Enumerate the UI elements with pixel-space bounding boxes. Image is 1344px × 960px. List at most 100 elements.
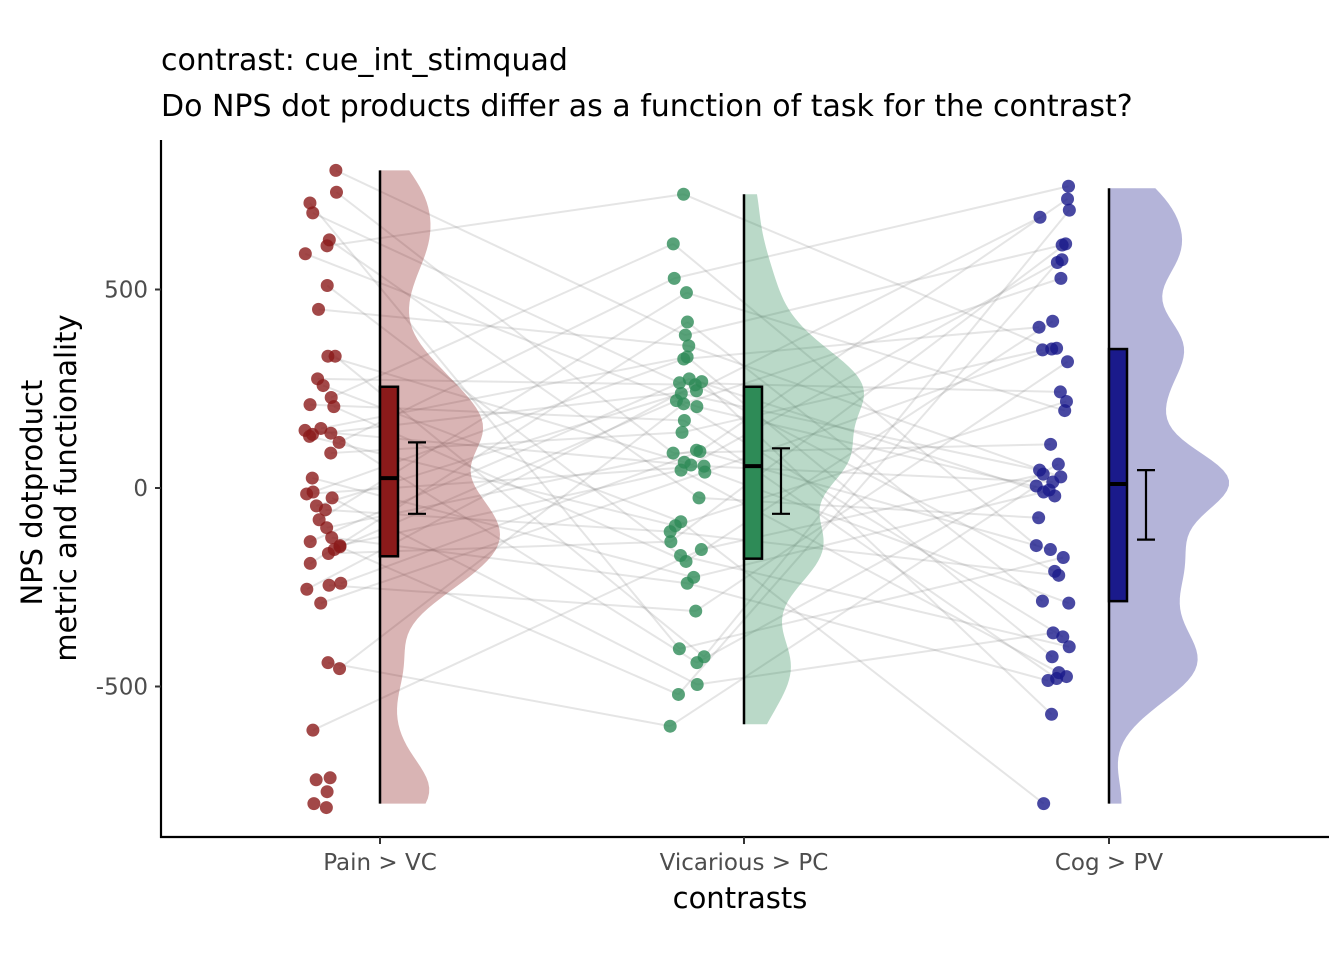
data-point: [1062, 640, 1076, 654]
paired-line: [677, 261, 1059, 696]
data-point: [672, 642, 686, 656]
data-point: [334, 576, 348, 590]
data-point: [320, 521, 334, 535]
paired-line: [704, 347, 1057, 474]
data-point: [305, 471, 319, 485]
data-point: [329, 163, 343, 177]
data-point: [1045, 707, 1059, 721]
density-cloud: [380, 170, 500, 804]
data-point: [684, 458, 698, 472]
data-point: [1037, 797, 1051, 811]
paired-line: [681, 348, 1043, 434]
paired-line: [695, 360, 1069, 612]
data-point: [680, 315, 694, 329]
data-point: [1048, 489, 1062, 503]
data-point: [1033, 210, 1047, 224]
y-tick-label: 500: [104, 278, 148, 304]
y-axis-title: NPS dotproduct metric and functionality: [15, 314, 83, 661]
data-point: [1062, 179, 1076, 193]
paired-line: [340, 450, 701, 585]
data-point: [664, 535, 678, 549]
data-point: [677, 187, 691, 201]
paired-line: [686, 321, 1044, 602]
paired-line: [686, 291, 1065, 412]
data-point: [327, 400, 341, 414]
data-point: [324, 446, 338, 460]
data-point: [690, 678, 704, 692]
data-point: [303, 535, 317, 549]
data-point: [306, 723, 320, 737]
data-point: [1046, 314, 1060, 328]
data-point: [303, 429, 317, 443]
data-point: [678, 328, 692, 342]
data-point: [682, 339, 696, 353]
paired-line: [330, 242, 674, 399]
paired-line: [310, 403, 685, 422]
data-points: [298, 163, 1076, 815]
data-point: [1044, 437, 1058, 451]
data-point: [1062, 203, 1076, 217]
paired-line: [685, 320, 1054, 563]
paired-line: [686, 582, 1049, 682]
density-clouds: [380, 170, 1229, 804]
paired-line: [670, 530, 1059, 577]
data-point: [1051, 457, 1065, 471]
data-point: [321, 547, 335, 561]
data-point: [1054, 271, 1068, 285]
data-point: [698, 465, 712, 479]
data-point: [328, 349, 342, 363]
data-point: [1050, 256, 1064, 270]
data-point: [322, 578, 336, 592]
paired-line: [312, 358, 685, 493]
data-point: [674, 463, 688, 477]
y-axis-ticks: 500 0 -500: [96, 278, 161, 701]
x-tick-label: Cog > PV: [1055, 850, 1163, 876]
paired-line: [312, 477, 694, 579]
paired-line: [318, 308, 689, 347]
data-point: [1036, 467, 1050, 481]
data-point: [689, 384, 703, 398]
paired-line: [309, 202, 681, 650]
chart-subtitle: Do NPS dot products differ as a function…: [161, 89, 1133, 124]
data-point: [1032, 320, 1046, 334]
data-point: [692, 491, 706, 505]
y-tick-label: -500: [96, 675, 148, 701]
data-point: [689, 604, 703, 618]
data-point: [320, 279, 334, 293]
data-point: [318, 503, 332, 517]
paired-line: [328, 239, 700, 499]
y-axis-title-line-2: metric and functionality: [49, 314, 83, 661]
chart-title: contrast: cue_int_stimquad: [161, 43, 568, 78]
data-point: [324, 426, 338, 440]
data-point: [1053, 385, 1067, 399]
paired-line: [304, 252, 698, 408]
paired-line: [326, 284, 682, 557]
data-point: [306, 206, 320, 220]
data-point: [332, 435, 346, 449]
data-point: [329, 185, 343, 199]
data-point: [1060, 355, 1074, 369]
density-cloud: [744, 194, 864, 725]
paired-line: [326, 193, 684, 247]
paired-line: [306, 465, 705, 495]
data-point: [1035, 594, 1049, 608]
paired-line: [306, 380, 703, 591]
data-point: [300, 487, 314, 501]
data-point: [312, 302, 326, 316]
data-point: [1043, 543, 1057, 557]
paired-line: [696, 216, 1041, 392]
x-axis-title: contrasts: [673, 881, 808, 915]
paired-line: [697, 631, 1054, 686]
paired-line: [680, 520, 1045, 805]
data-point: [325, 531, 339, 545]
y-tick-label: 0: [133, 476, 148, 502]
paired-line: [320, 471, 706, 605]
x-tick-label: Pain > VC: [323, 850, 437, 876]
paired-line: [339, 545, 679, 696]
paired-line: [680, 554, 1070, 648]
density-cloud: [1109, 188, 1229, 804]
paired-line: [681, 392, 1040, 472]
paired-line: [672, 243, 1037, 547]
x-axis-ticks: Pain > VC Vicarious > PC Cog > PV: [323, 837, 1163, 876]
